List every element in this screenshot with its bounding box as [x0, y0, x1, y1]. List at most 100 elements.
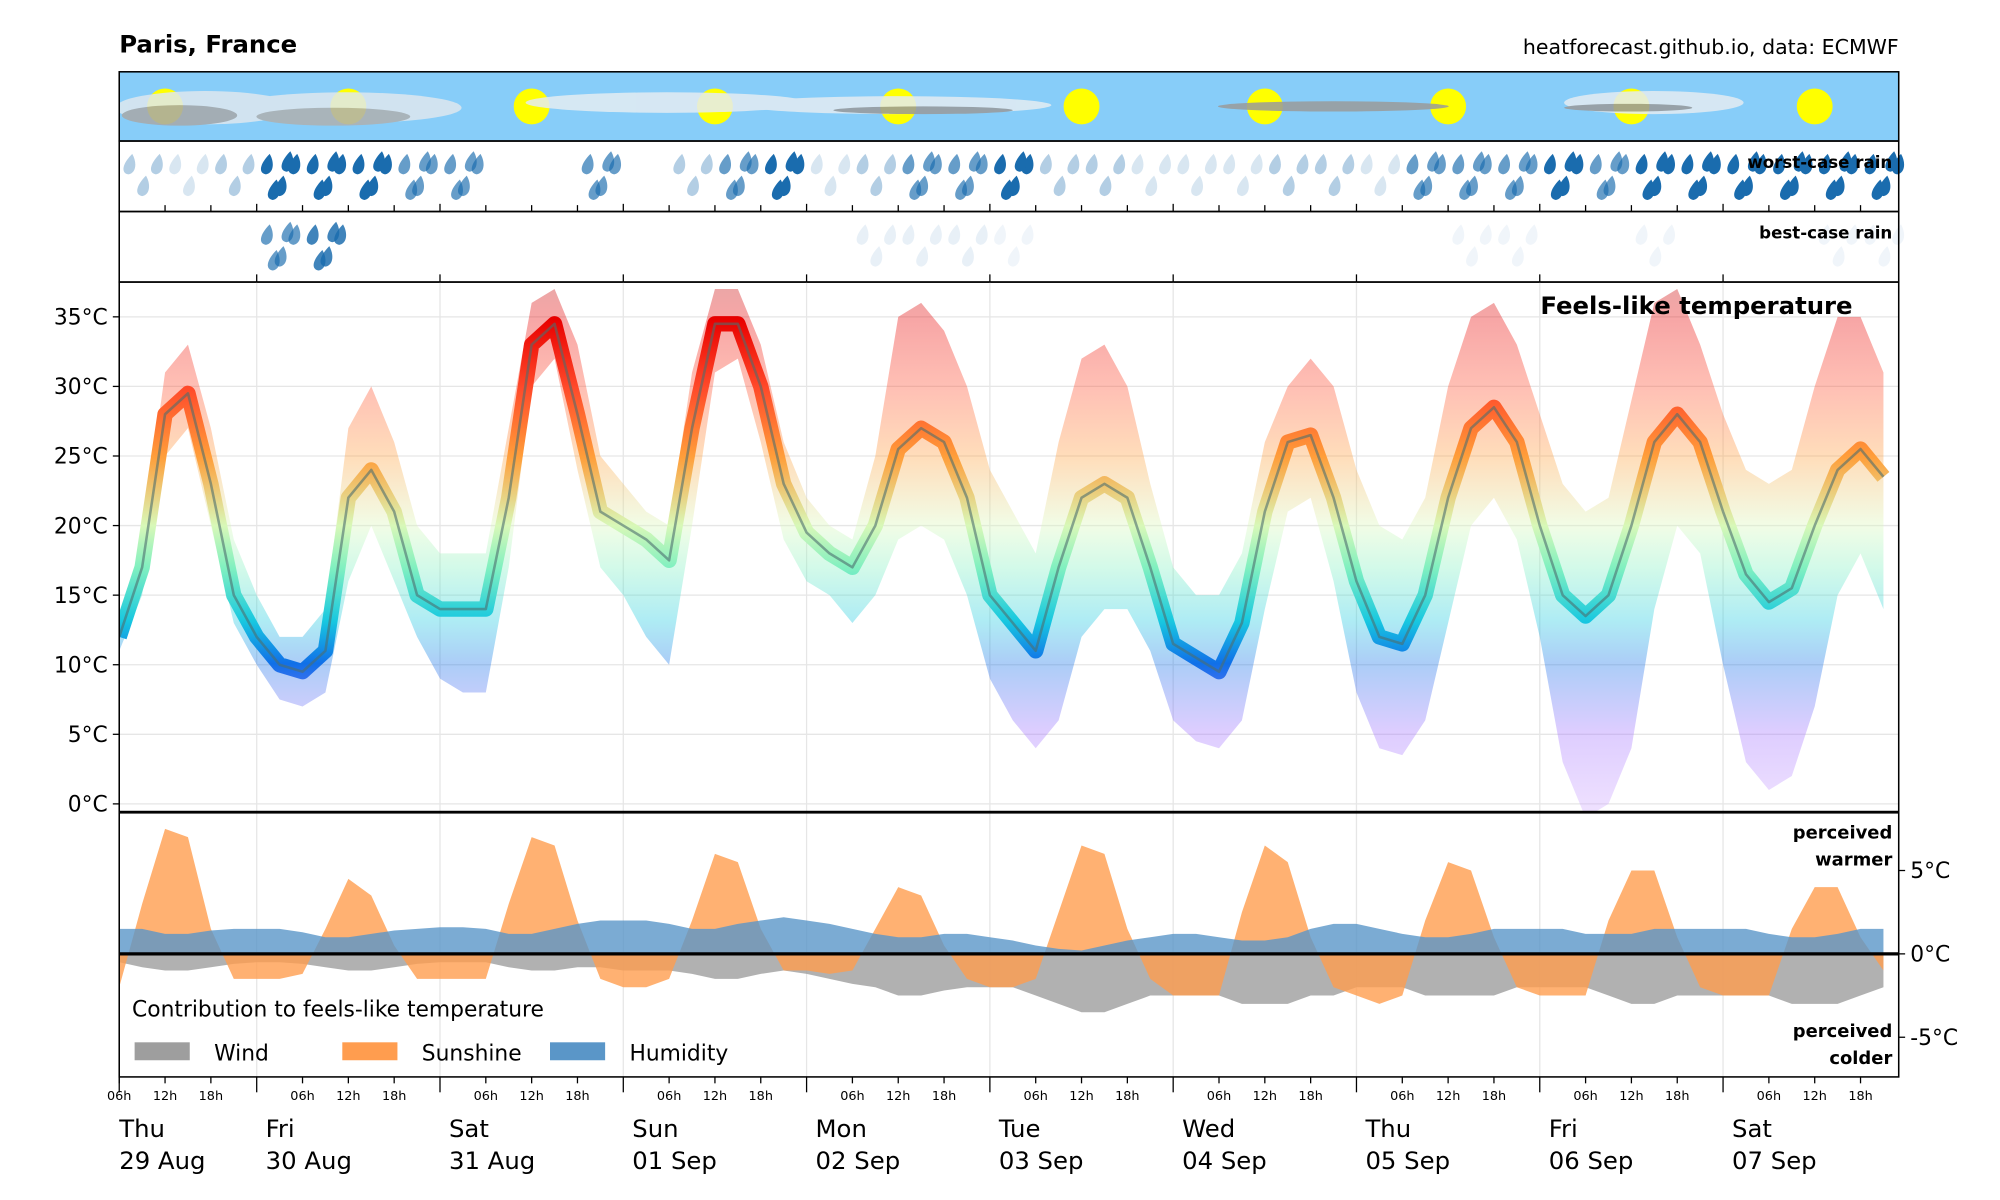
x-tick-label: 12h: [1253, 1089, 1277, 1104]
rain-drop: [994, 224, 1006, 245]
rain-drop: [1427, 151, 1440, 172]
sun: [1063, 88, 1100, 125]
rain-drop: [923, 151, 935, 172]
rain-drop: [673, 153, 686, 175]
rain-drop: [1702, 151, 1714, 172]
rain-drop: [764, 153, 777, 175]
rain-drop: [1459, 179, 1472, 200]
rain-drop: [281, 221, 294, 243]
data-source: heatforecast.github.io, data: ECMWF: [1523, 35, 1899, 59]
rain-drop: [1388, 153, 1401, 175]
x-tick-label: 06h: [1390, 1089, 1414, 1104]
legend-label: Humidity: [629, 1041, 728, 1066]
x-tick-label: 06h: [1207, 1089, 1231, 1104]
x-tick-label: 06h: [840, 1089, 864, 1104]
rain-drop: [1610, 151, 1623, 172]
x-tick-label: 12h: [1436, 1089, 1460, 1104]
y-tick-label: 15°C: [54, 584, 108, 609]
rain-drop: [1564, 151, 1577, 172]
x-tick-label: 18h: [1298, 1089, 1322, 1104]
worst-rain-label: worst-case rain: [1747, 153, 1892, 172]
rain-drop: [327, 151, 340, 172]
rain-drop: [719, 153, 732, 175]
rain-drop: [909, 179, 922, 200]
rain-drop: [902, 153, 915, 175]
rain-drop: [1518, 151, 1531, 172]
best-rain: [260, 221, 1905, 271]
clouds: [119, 91, 1744, 126]
rain-drop: [1642, 179, 1655, 200]
x-tick-label: 06h: [1573, 1089, 1597, 1104]
x-tick-label: 12h: [886, 1089, 910, 1104]
day-label: Sat: [449, 1114, 489, 1143]
rain-drop: [588, 179, 601, 200]
legend: Wind Sunshine Humidity: [134, 1041, 728, 1066]
rain-drop: [1472, 151, 1485, 172]
day-label: Sat: [1732, 1114, 1772, 1143]
rain-drop: [405, 179, 418, 200]
best-rain-frame: [118, 210, 1900, 283]
contribution-plot: [119, 828, 1899, 1013]
x-tick-label: 18h: [199, 1089, 223, 1104]
rain-drop: [1505, 179, 1517, 200]
rain-drop: [581, 153, 594, 175]
rain-drop: [1406, 153, 1419, 175]
x-tick-label: 18h: [1848, 1089, 1872, 1104]
y-tick-label: 20°C: [54, 514, 108, 539]
x-tick-label: 12h: [336, 1089, 360, 1104]
legend-swatch: [342, 1042, 398, 1061]
rain-drop: [785, 151, 798, 172]
x-tick-label: 18h: [565, 1089, 589, 1104]
rain-drop: [1466, 246, 1478, 267]
x-tick-label: 12h: [1619, 1089, 1643, 1104]
x-tick-label: 12h: [519, 1089, 543, 1104]
rain-drop: [994, 153, 1006, 175]
rain-drop: [1191, 175, 1204, 197]
y-tick-label: 5°C: [68, 723, 108, 748]
date-label: 30 Aug: [266, 1146, 352, 1175]
rain-drop: [902, 224, 915, 245]
rain-drop: [1511, 246, 1524, 267]
rain-drop: [1342, 153, 1355, 175]
x-tick-label: 12h: [153, 1089, 177, 1104]
rain-drop: [1681, 153, 1694, 175]
rain-drop: [856, 224, 869, 245]
rain-drop: [1571, 153, 1584, 175]
rain-drop: [1525, 224, 1538, 245]
rain-drop: [726, 179, 738, 200]
best-rain-label: best-case rain: [1759, 223, 1892, 242]
x-tick-label: 18h: [749, 1089, 773, 1104]
rain-drop: [824, 175, 837, 197]
rain-drop: [419, 151, 431, 172]
rain-drop: [242, 153, 255, 175]
rain-drop: [267, 179, 280, 200]
rain-drop: [215, 153, 227, 175]
rain-drop: [334, 224, 347, 245]
rain-drop: [1085, 153, 1098, 175]
rain-drop: [1067, 153, 1080, 175]
rain-drop: [968, 151, 981, 172]
rain-drop: [1113, 153, 1126, 175]
date-label: 06 Sep: [1549, 1146, 1634, 1175]
date-label: 07 Sep: [1732, 1146, 1817, 1175]
rain-drop: [687, 175, 699, 197]
date-label: 29 Aug: [119, 1146, 205, 1175]
rain-drop: [169, 153, 182, 175]
day-label: Sun: [632, 1114, 678, 1143]
rain-drop: [1452, 153, 1465, 175]
x-tick-label: 18h: [932, 1089, 956, 1104]
rain-drop: [1360, 153, 1373, 175]
rain-drop: [771, 179, 784, 200]
rain-drop: [700, 153, 713, 175]
rain-drop: [1250, 153, 1263, 175]
rain-drop: [1021, 153, 1034, 175]
rain-drop: [260, 224, 273, 245]
rain-drop: [1773, 153, 1785, 175]
axes: 0°C 5°C 10°C 15°C 20°C 25°C 30°C 35°C Thu 29 Aug F…: [54, 203, 1958, 1175]
rain-drop: [1656, 151, 1669, 172]
rain-drop: [975, 224, 988, 245]
x-tick-label: 12h: [1069, 1089, 1093, 1104]
rain-drop: [1846, 153, 1859, 175]
rain-drop: [1021, 224, 1034, 245]
